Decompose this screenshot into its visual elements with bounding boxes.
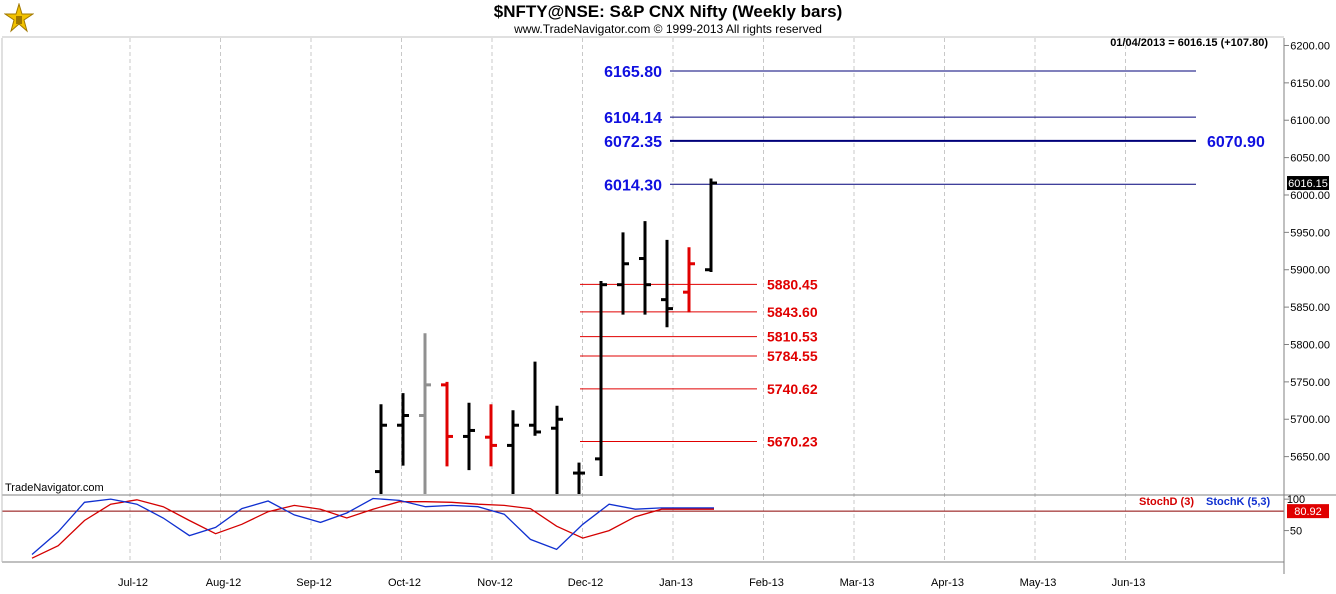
grid [129, 38, 1126, 562]
level-label: 6165.80 [604, 64, 662, 81]
legend-stoch-d: StochD (3) [1139, 496, 1194, 508]
ohlc-bar [595, 280, 607, 477]
x-tick-label: Jun-13 [1112, 577, 1146, 589]
y-tick-label: 6100.00 [1290, 115, 1330, 127]
level-lines: 6165.80 6104.14 6072.35 6070.90 6014.30 5880.… [580, 64, 1265, 450]
level-label: 6104.14 [604, 110, 662, 127]
watermark-text: TradeNavigator.com [5, 482, 104, 494]
y-tick-label: 5750.00 [1290, 377, 1330, 389]
x-tick-label: Jan-13 [659, 577, 693, 589]
ohlc-bar [573, 462, 585, 494]
stoch-y-tick-label: 100 [1287, 494, 1305, 506]
ohlc-bar [661, 239, 673, 328]
ohlc-bar [639, 221, 651, 315]
legend-stoch-k: StochK (5,3) [1206, 496, 1271, 508]
price-bars [375, 178, 717, 494]
ohlc-bar [463, 402, 475, 471]
axes: Jul-12 Aug-12 Sep-12 Oct-12 Nov-12 Dec-12 Jan-… [1, 36, 1336, 589]
x-tick-label: May-13 [1020, 577, 1057, 589]
trade-navigator-logo [4, 3, 34, 33]
x-tick-label: Mar-13 [840, 577, 875, 589]
stoch-value-label: 80.92 [1294, 506, 1322, 518]
x-tick-label: Jul-12 [118, 577, 148, 589]
x-tick-label: Aug-12 [206, 577, 241, 589]
ohlc-bar [705, 178, 717, 272]
ohlc-bar [507, 410, 519, 494]
stoch-d-line [31, 499, 714, 559]
y-tick-label: 5700.00 [1290, 414, 1330, 426]
x-tick-label: Feb-13 [749, 577, 784, 589]
stoch-value-box [1287, 504, 1329, 519]
x-tick-label: Apr-13 [931, 577, 964, 589]
x-tick-label: Dec-12 [568, 577, 603, 589]
level-label: 5880.45 [767, 276, 818, 292]
level-label: 5784.55 [767, 348, 818, 364]
level-label: 5843.60 [767, 304, 818, 320]
ohlc-bar [485, 404, 497, 467]
level-label: 5670.23 [767, 434, 818, 450]
level-right-label: 6070.90 [1207, 134, 1265, 151]
status-readout: 01/04/2013 = 6016.15 (+107.80) [1110, 37, 1268, 49]
level-label: 6014.30 [604, 177, 662, 194]
stoch-k-line [31, 497, 714, 555]
ohlc-bar [529, 361, 541, 436]
ohlc-bar [683, 247, 695, 313]
y-tick-label: 6000.00 [1290, 190, 1330, 202]
x-tick-label: Nov-12 [477, 577, 512, 589]
ohlc-bar [375, 404, 387, 494]
y-tick-label: 5800.00 [1290, 339, 1330, 351]
ohlc-bar [551, 405, 563, 494]
y-tick-label: 6050.00 [1290, 153, 1330, 165]
y-tick-label: 5900.00 [1290, 265, 1330, 277]
level-label: 5740.62 [767, 381, 818, 397]
y-tick-label: 5950.00 [1290, 227, 1330, 239]
last-price-label: 6016.15 [1288, 178, 1328, 190]
y-tick-label: 5650.00 [1290, 452, 1330, 464]
x-tick-label: Oct-12 [388, 577, 421, 589]
y-tick-label: 6200.00 [1290, 40, 1330, 52]
ohlc-bar [441, 381, 453, 467]
ohlc-bar [419, 333, 431, 494]
y-tick-label: 6150.00 [1290, 78, 1330, 90]
y-tick-label: 5850.00 [1290, 302, 1330, 314]
level-label: 5810.53 [767, 329, 818, 345]
chart-title: $NFTY@NSE: S&P CNX Nifty (Weekly bars) [493, 2, 843, 21]
ohlc-bar [617, 232, 629, 315]
ohlc-bar [397, 393, 409, 466]
last-price-box [1287, 176, 1329, 191]
chart-subtitle: www.TradeNavigator.com © 1999-2013 All r… [514, 22, 822, 36]
stoch-y-tick-label: 50 [1290, 526, 1302, 538]
level-label: 6072.35 [604, 134, 662, 151]
x-tick-label: Sep-12 [296, 577, 331, 589]
stochastic-panel: StochD (3) StochK (5,3) [2, 496, 1284, 559]
